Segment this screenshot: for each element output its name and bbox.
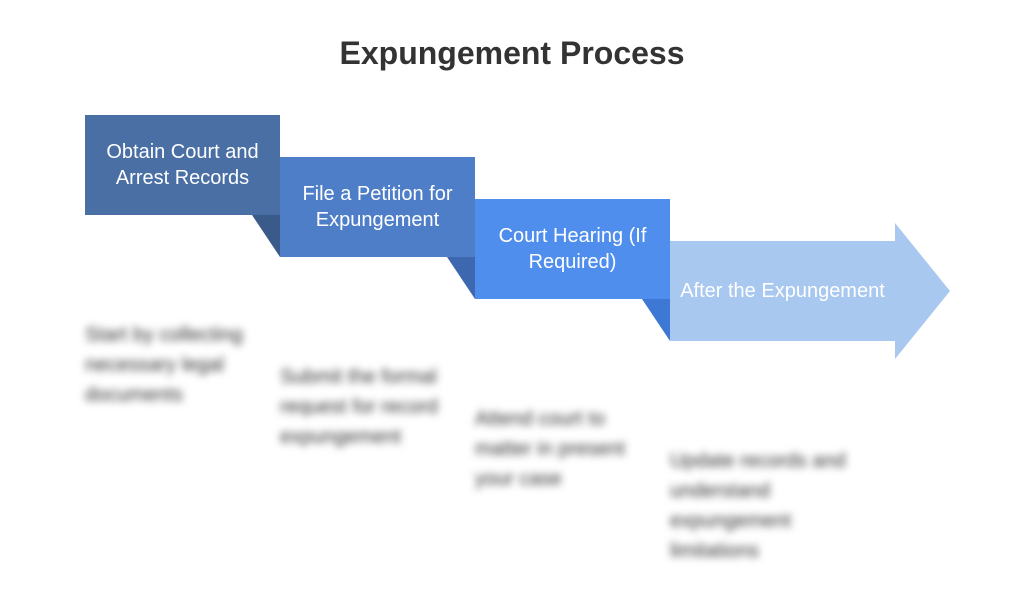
step-description-4: Update records and understand expungemen…	[670, 446, 860, 566]
process-step-2: File a Petition for Expungement	[280, 157, 475, 257]
ribbon-fold-1	[252, 215, 282, 257]
process-step-1: Obtain Court and Arrest Records	[85, 115, 280, 215]
process-flow: Obtain Court and Arrest RecordsFile a Pe…	[85, 115, 985, 335]
step-description-2: Submit the formal request for record exp…	[280, 362, 470, 452]
process-step-4: After the Expungement	[670, 241, 895, 341]
ribbon-fold-3	[642, 299, 672, 341]
flow-arrowhead	[895, 223, 950, 359]
ribbon-fold-2	[447, 257, 477, 299]
step-description-3: Attend court to matter in present your c…	[475, 404, 665, 494]
step-description-1: Start by collecting necessary legal docu…	[85, 320, 275, 410]
process-step-3: Court Hearing (If Required)	[475, 199, 670, 299]
diagram-title: Expungement Process	[0, 0, 1024, 72]
